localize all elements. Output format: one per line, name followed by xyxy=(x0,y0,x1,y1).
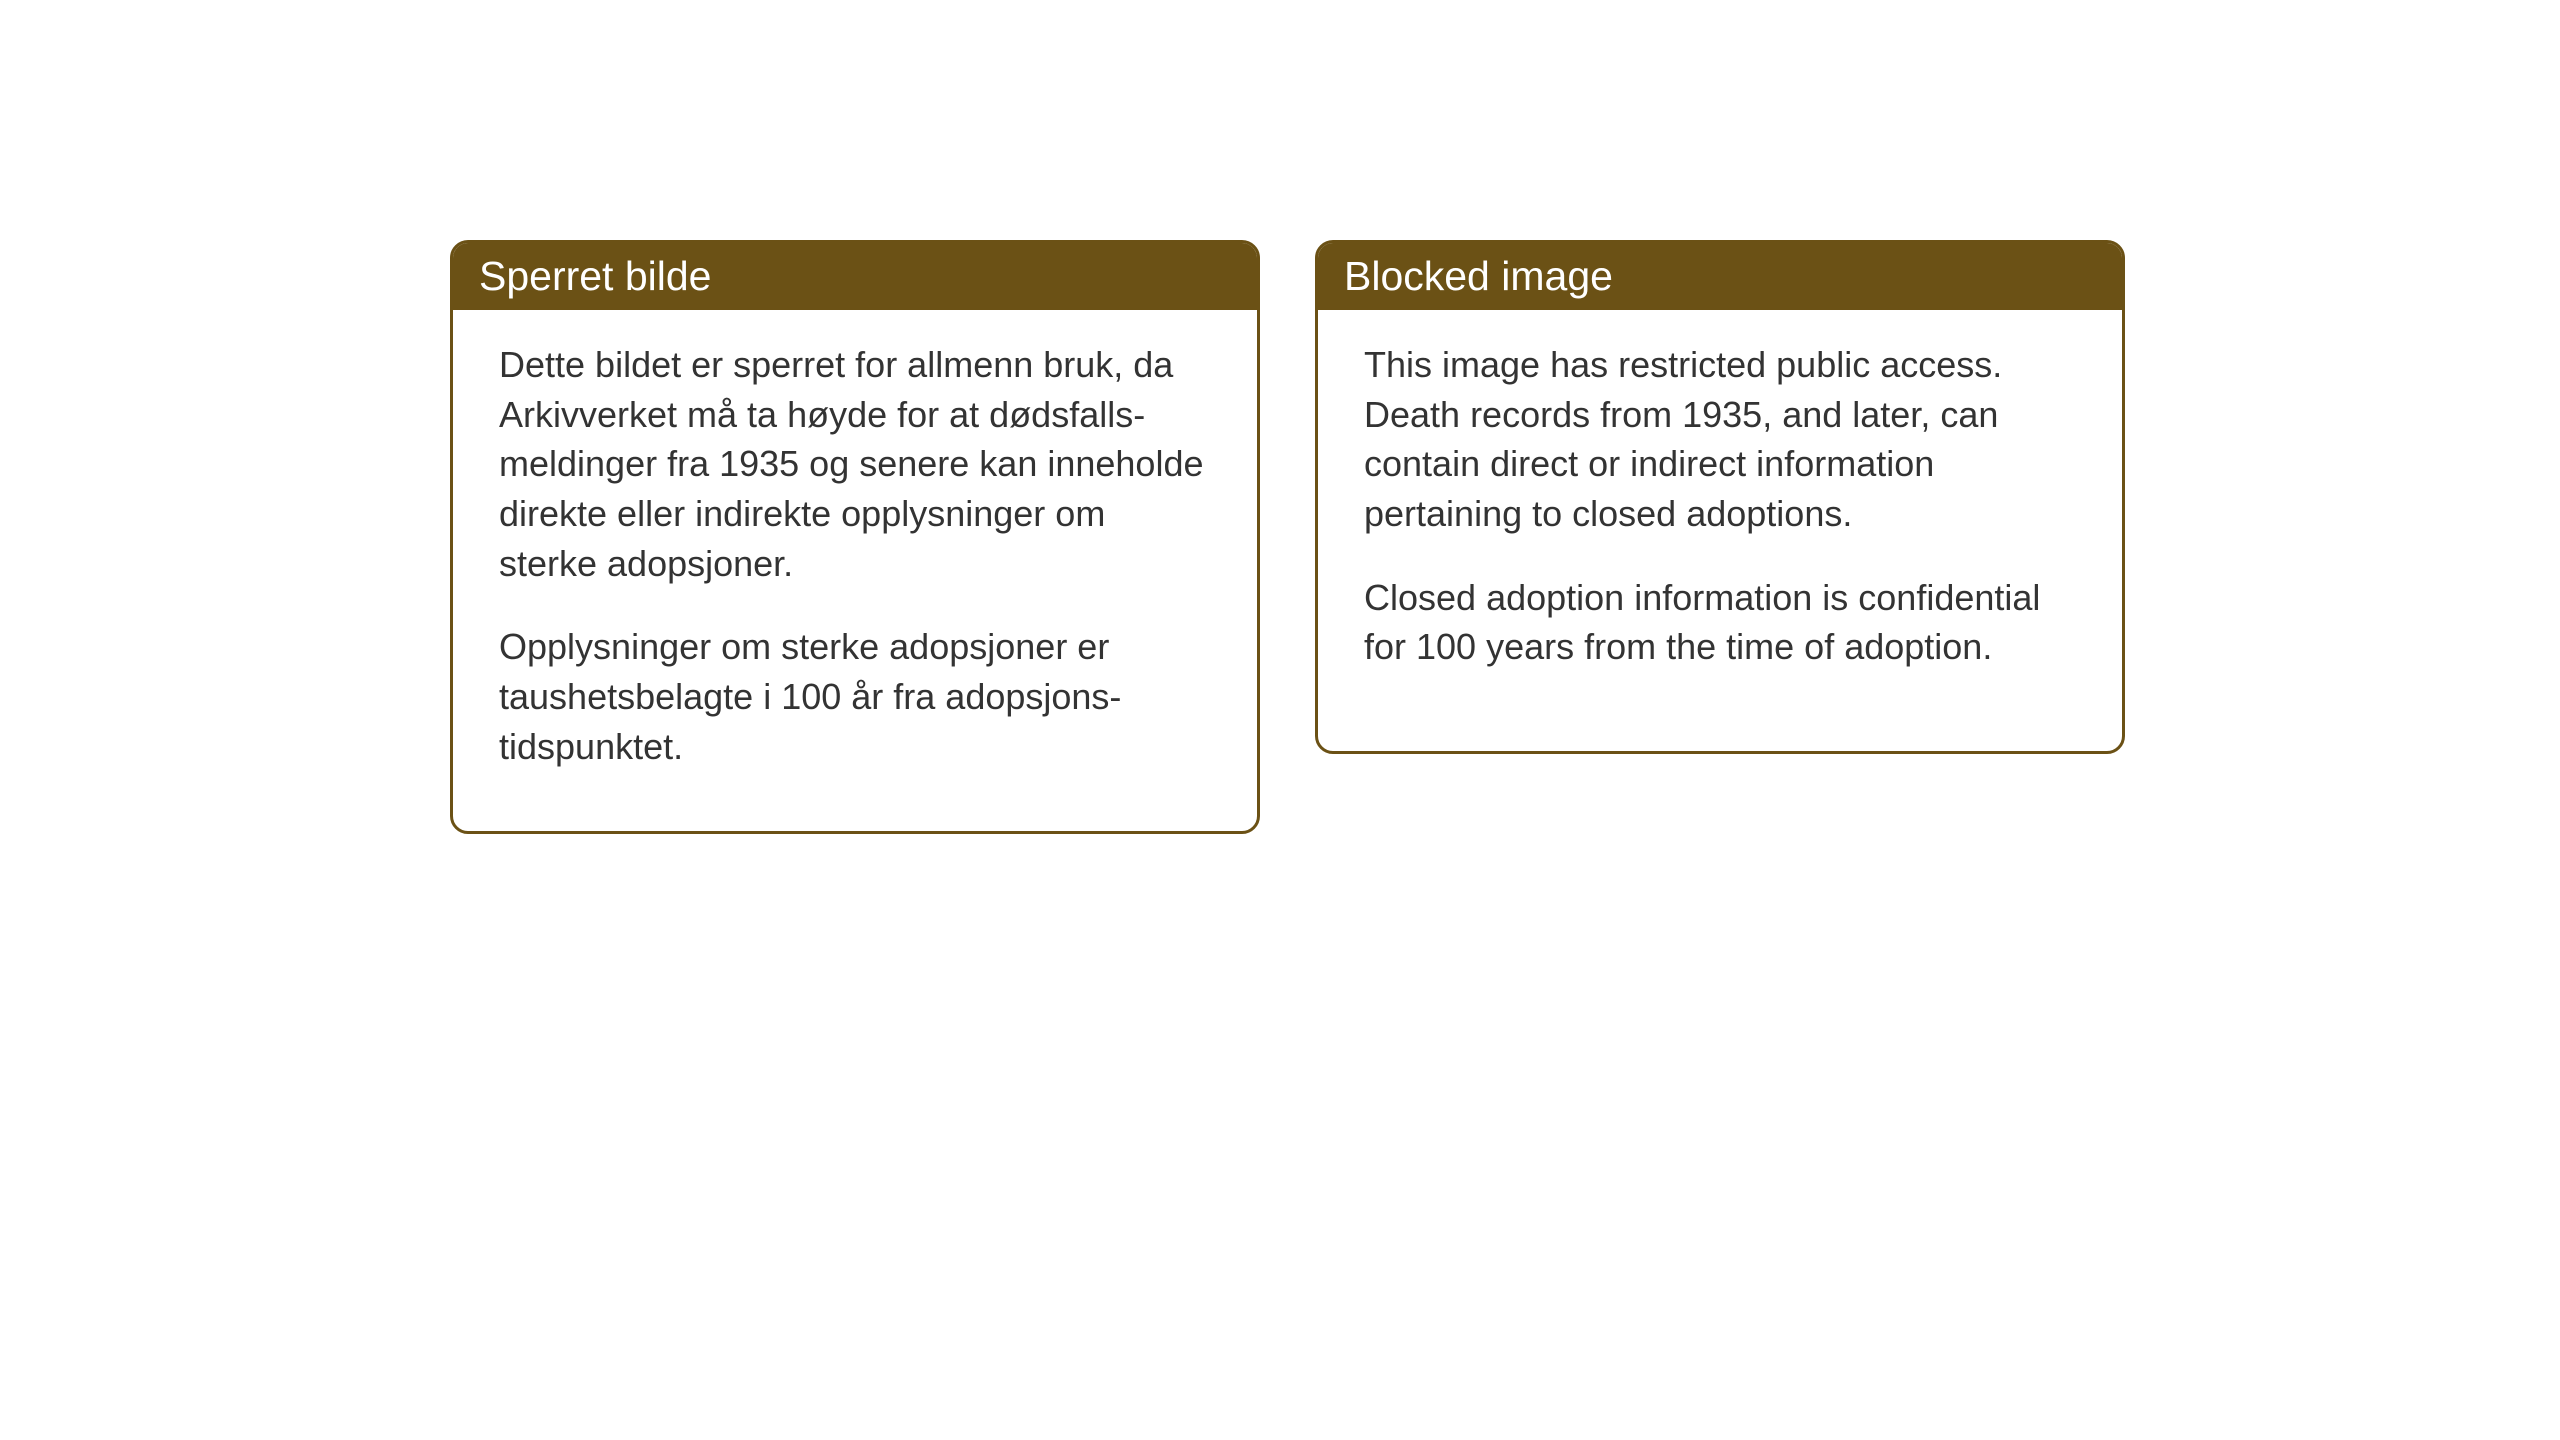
norwegian-paragraph-1: Dette bildet er sperret for allmenn bruk… xyxy=(499,340,1211,588)
norwegian-card-body: Dette bildet er sperret for allmenn bruk… xyxy=(453,310,1257,831)
english-paragraph-1: This image has restricted public access.… xyxy=(1364,340,2076,539)
english-card-body: This image has restricted public access.… xyxy=(1318,310,2122,732)
cards-container: Sperret bilde Dette bildet er sperret fo… xyxy=(450,240,2125,834)
english-card: Blocked image This image has restricted … xyxy=(1315,240,2125,754)
norwegian-card-title: Sperret bilde xyxy=(479,253,711,299)
english-paragraph-2: Closed adoption information is confident… xyxy=(1364,573,2076,672)
norwegian-card-header: Sperret bilde xyxy=(453,243,1257,310)
norwegian-card: Sperret bilde Dette bildet er sperret fo… xyxy=(450,240,1260,834)
english-card-title: Blocked image xyxy=(1344,253,1613,299)
norwegian-paragraph-2: Opplysninger om sterke adopsjoner er tau… xyxy=(499,622,1211,771)
english-card-header: Blocked image xyxy=(1318,243,2122,310)
